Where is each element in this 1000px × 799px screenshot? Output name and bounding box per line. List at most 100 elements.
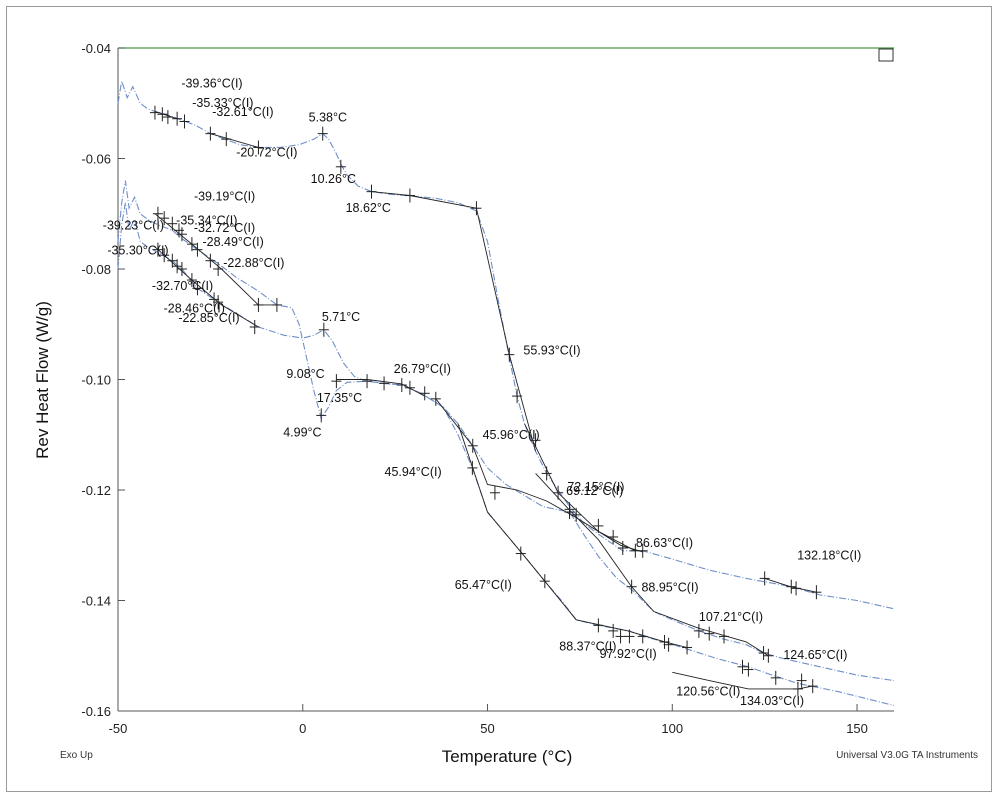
plot-background [118, 48, 894, 711]
cross-marker [737, 659, 748, 674]
cross-marker [205, 253, 216, 268]
cross-marker [515, 546, 526, 561]
y-tick-label: -0.14 [81, 594, 111, 609]
cross-marker [179, 114, 190, 129]
y-ticks: -0.04 -0.06 -0.08 -0.10 -0.12 -0.14 -0.16 [81, 41, 125, 719]
cross-marker [317, 126, 328, 141]
cross-marker [430, 391, 441, 406]
y-axis-label: Rev Heat Flow (W/g) [33, 301, 52, 459]
cross-marker [404, 380, 415, 395]
temperature-annotation: 88.37°C(I) [559, 639, 616, 653]
temperature-annotation: 69.12°C(I) [566, 484, 623, 498]
cross-marker [186, 237, 197, 252]
temperature-annotation: -39.19°C(I) [194, 189, 255, 203]
cross-marker [186, 273, 197, 288]
x-tick-label: -50 [109, 721, 128, 736]
cross-marker [811, 585, 822, 600]
x-tick-label: 150 [846, 721, 868, 736]
cross-marker [682, 640, 693, 655]
cross-marker [172, 259, 183, 274]
cross-marker [253, 297, 264, 312]
cross-marker [786, 579, 797, 594]
cross-marker [796, 673, 807, 688]
cross-marker [159, 248, 170, 263]
cross-marker [637, 629, 648, 644]
temperature-annotation: 4.99°C [283, 425, 321, 439]
cross-marker [316, 408, 327, 423]
temperature-annotation: -28.46°C(I) [164, 301, 225, 315]
cross-marker [704, 626, 715, 641]
temperature-annotation: 86.63°C(I) [636, 536, 693, 550]
fit-line-7 [154, 246, 259, 328]
cross-marker [152, 242, 163, 257]
cross-marker [176, 262, 187, 276]
cross-marker [157, 107, 168, 122]
temperature-annotation: -20.72°C(I) [236, 145, 297, 159]
cross-marker [467, 460, 478, 475]
cross-marker [249, 320, 260, 335]
cross-marker [791, 581, 802, 596]
temperature-annotation: -35.30°C(I) [107, 244, 168, 258]
cross-marker [489, 485, 500, 500]
temperature-annotation: 9.08°C [286, 367, 324, 381]
cross-marker [564, 505, 575, 520]
cross-marker [608, 529, 619, 544]
cross-marker [159, 211, 170, 226]
cross-marker [192, 242, 203, 257]
temperature-annotation: 97.92°C(I) [600, 647, 657, 661]
temperature-annotation: -39.23°C(I) [103, 219, 164, 233]
cross-marker [176, 227, 187, 242]
cross-marker [172, 111, 183, 126]
temperature-annotation: -32.61°C(I) [212, 105, 273, 119]
temperature-annotation: 72.15°C(I) [567, 480, 624, 494]
temperature-annotation: 17.35°C [317, 391, 362, 405]
cross-marker [571, 507, 582, 522]
cross-marker [205, 126, 216, 141]
cross-marker [637, 543, 648, 558]
cross-marker [743, 662, 754, 677]
analysis-markers [149, 105, 822, 696]
cross-marker [593, 518, 604, 533]
cross-marker [209, 292, 220, 307]
x-tick-label: 0 [299, 721, 306, 736]
y-tick-label: -0.10 [81, 373, 111, 388]
y-tick-label: -0.16 [81, 704, 111, 719]
cross-marker [763, 648, 774, 663]
cross-marker [539, 574, 550, 589]
temperature-annotation: 120.56°C(I) [676, 685, 740, 699]
cross-marker [693, 623, 704, 638]
cross-marker [213, 262, 224, 276]
cross-marker [759, 571, 770, 586]
instrument-label: Universal V3.0G TA Instruments [836, 750, 978, 761]
cross-marker [366, 184, 377, 199]
cross-marker [404, 188, 415, 203]
temperature-annotation: 132.18°C(I) [797, 549, 861, 563]
cross-marker [419, 386, 430, 401]
x-axis-label: Temperature (°C) [442, 747, 573, 766]
cross-marker [770, 670, 781, 685]
cross-marker [659, 634, 670, 649]
cross-marker [331, 374, 342, 389]
cross-marker [758, 645, 769, 660]
temperature-annotation: 134.03°C(I) [740, 694, 804, 708]
annotations: -39.36°C(I) -35.33°C(I)-32.61°C(I) -20.72°… [103, 77, 861, 708]
cross-marker [593, 618, 604, 633]
cross-marker [626, 579, 637, 594]
x-ticks: -50 0 50 100 150 [109, 704, 868, 736]
cross-marker [807, 679, 818, 694]
y-tick-label: -0.04 [81, 41, 111, 56]
cross-marker [221, 132, 232, 147]
temperature-annotation: -32.70°C(I) [152, 279, 213, 293]
cross-marker [149, 105, 160, 120]
corner-box-icon [878, 48, 894, 62]
cross-marker [530, 433, 541, 448]
cross-marker [615, 629, 626, 644]
temperature-annotation: 88.95°C(I) [641, 581, 698, 595]
temperature-annotation: 45.96°C(I) [483, 428, 540, 442]
cross-marker [318, 322, 329, 337]
temperature-annotation: 5.71°C [322, 310, 360, 324]
plot-area [118, 48, 894, 711]
fit-line-2 [210, 133, 259, 148]
y-tick-label: -0.12 [81, 483, 111, 498]
cross-marker [362, 374, 373, 389]
